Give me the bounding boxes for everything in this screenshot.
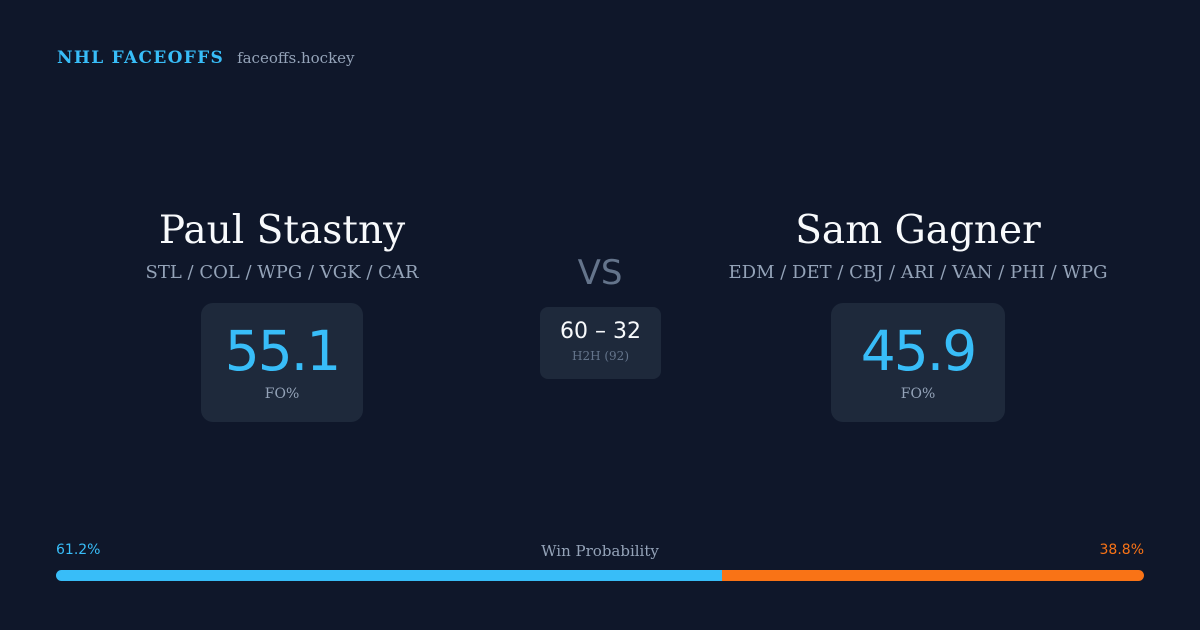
- player-left-fo-card: 55.1 FO%: [201, 303, 363, 422]
- player-left-fo-label: FO%: [264, 386, 300, 402]
- head-to-head-score: 60 – 32: [560, 319, 641, 344]
- brand-url: faceoffs.hockey: [237, 49, 355, 67]
- head-to-head-label: H2H (92): [571, 349, 629, 363]
- player-right-fo-card: 45.9 FO%: [831, 303, 1005, 422]
- player-right-fo-label: FO%: [900, 386, 936, 402]
- player-right-teams: EDM / DET / CBJ / ARI / VAN / PHI / WPG: [728, 262, 1108, 283]
- win-probability-right-value: 38.8%: [1099, 542, 1144, 558]
- player-left-fo-value: 55.1: [224, 319, 341, 383]
- win-probability-bar-left: [56, 570, 722, 581]
- player-right-name: Sam Gagner: [795, 208, 1041, 253]
- versus-label: VS: [577, 253, 623, 293]
- brand-name: NHL FACEOFFS: [57, 48, 225, 68]
- win-probability-title: Win Probability: [541, 542, 659, 560]
- win-probability-left-value: 61.2%: [56, 542, 101, 558]
- player-right-fo-value: 45.9: [860, 319, 977, 383]
- player-right-panel: Sam Gagner EDM / DET / CBJ / ARI / VAN /…: [638, 205, 1198, 422]
- win-probability-bar: [56, 570, 1144, 581]
- head-to-head-card: 60 – 32 H2H (92): [540, 307, 661, 379]
- win-probability-labels: Win Probability 61.2% 38.8%: [56, 542, 1144, 562]
- player-left-name: Paul Stastny: [158, 208, 406, 253]
- player-left-panel: Paul Stastny STL / COL / WPG / VGK / CAR…: [2, 205, 562, 422]
- player-left-teams: STL / COL / WPG / VGK / CAR: [145, 262, 419, 283]
- win-probability-bar-right: [721, 570, 1144, 581]
- brand-header: NHL FACEOFFS faceoffs.hockey: [57, 48, 355, 68]
